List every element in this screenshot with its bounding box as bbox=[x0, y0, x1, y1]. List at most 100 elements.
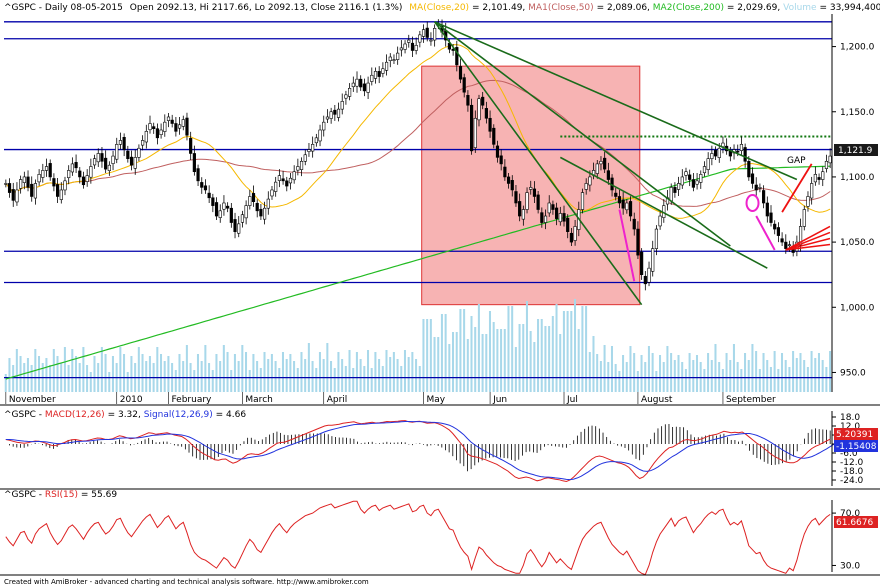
candle-body bbox=[200, 182, 204, 188]
candle-body bbox=[115, 144, 119, 160]
macd-y-tick-label: 18.0 bbox=[840, 413, 860, 423]
volume-bar bbox=[792, 351, 795, 392]
volume-bar bbox=[245, 352, 248, 392]
macd-badge-1-label: 5.20391 bbox=[836, 430, 873, 440]
volume-bar bbox=[378, 359, 381, 392]
volume-bar bbox=[485, 334, 488, 392]
rsi-badge: 61.6676 bbox=[834, 516, 878, 528]
candle-body bbox=[684, 171, 688, 176]
rsi-header-symbol: ^GSPC - bbox=[4, 490, 45, 500]
candle-body bbox=[525, 192, 529, 210]
candle-body bbox=[381, 68, 385, 74]
candle-body bbox=[92, 158, 97, 166]
candle-body bbox=[15, 189, 19, 203]
volume-bar bbox=[555, 304, 558, 392]
candle-body bbox=[48, 163, 52, 178]
candle-body bbox=[192, 153, 196, 173]
candle-body bbox=[81, 176, 86, 186]
volume-bar bbox=[755, 351, 758, 392]
volume-bar bbox=[599, 361, 602, 392]
volume-bar bbox=[355, 352, 358, 392]
candle-body bbox=[174, 123, 178, 132]
trend-line bbox=[559, 156, 768, 269]
header-ma2: MA2(Close,200) bbox=[653, 3, 724, 13]
volume-bar bbox=[707, 353, 710, 392]
candle-body bbox=[44, 166, 49, 171]
candle-body bbox=[4, 183, 8, 185]
x-tick-label: Jul bbox=[566, 395, 578, 405]
candle-body bbox=[185, 117, 189, 136]
volume-bar bbox=[625, 362, 628, 392]
candle-body bbox=[621, 199, 625, 209]
candle-body bbox=[606, 170, 610, 180]
candle-body bbox=[625, 202, 629, 211]
volume-bar bbox=[219, 361, 222, 392]
candle-body bbox=[688, 174, 692, 180]
header-volume: Volume bbox=[783, 3, 817, 13]
volume-bar bbox=[817, 353, 820, 392]
rsi-badge-label: 61.6676 bbox=[836, 518, 873, 528]
volume-bar bbox=[19, 356, 22, 392]
volume-bar bbox=[237, 361, 240, 392]
volume-bar bbox=[703, 369, 706, 392]
magenta-arrow-2 bbox=[755, 215, 776, 251]
volume-bar bbox=[178, 354, 181, 392]
candle-body bbox=[514, 191, 518, 204]
volume-bar bbox=[695, 355, 699, 392]
candle-body bbox=[255, 202, 259, 212]
candle-body bbox=[547, 202, 551, 214]
volume-bar bbox=[204, 345, 207, 392]
volume-bar bbox=[433, 337, 436, 392]
x-tick-label: August bbox=[641, 395, 673, 405]
volume-bar bbox=[481, 334, 484, 392]
candle-body bbox=[126, 150, 130, 159]
candle-body bbox=[536, 194, 540, 210]
candle-body bbox=[632, 218, 636, 230]
candle-body bbox=[211, 197, 215, 206]
candle-body bbox=[773, 223, 777, 230]
volume-bar bbox=[537, 319, 540, 392]
volume-bar bbox=[507, 306, 510, 392]
volume-bar bbox=[270, 354, 273, 392]
candle-body bbox=[806, 196, 810, 207]
volume-bar bbox=[267, 359, 270, 392]
candle-body bbox=[30, 183, 34, 197]
candle-body bbox=[762, 190, 766, 204]
trend-line bbox=[434, 21, 731, 247]
volume-bar bbox=[659, 355, 662, 392]
candle-body bbox=[74, 162, 78, 169]
volume-bar bbox=[385, 350, 388, 392]
volume-bar bbox=[226, 352, 229, 392]
candle-body bbox=[296, 166, 300, 171]
candle-body bbox=[466, 95, 470, 106]
volume-bar bbox=[248, 370, 251, 392]
volume-bar bbox=[810, 351, 813, 392]
volume-bar bbox=[732, 344, 735, 392]
candle-body bbox=[177, 124, 182, 129]
volume-bar bbox=[281, 352, 285, 392]
macd-badge-2: -1.15408 bbox=[834, 440, 878, 452]
volume-bar bbox=[470, 316, 473, 392]
volume-bar bbox=[400, 366, 403, 392]
candle-body bbox=[580, 192, 585, 210]
volume-bar bbox=[585, 306, 588, 392]
candle-body bbox=[769, 212, 773, 223]
candle-body bbox=[529, 187, 533, 190]
candle-body bbox=[503, 166, 507, 178]
volume-bar bbox=[522, 324, 525, 392]
volume-bar bbox=[156, 347, 159, 392]
candle-body bbox=[366, 82, 370, 93]
volume-bar bbox=[185, 345, 188, 392]
candle-body bbox=[388, 56, 392, 61]
candle-body bbox=[270, 189, 274, 197]
volume-bar bbox=[130, 356, 133, 392]
volume-bar bbox=[259, 368, 262, 392]
volume-bar bbox=[714, 344, 717, 392]
volume-bar bbox=[814, 358, 817, 392]
candle-body bbox=[133, 157, 137, 169]
candle-body bbox=[288, 177, 293, 184]
volume-bar bbox=[193, 370, 196, 392]
candle-body bbox=[203, 185, 208, 191]
volume-bar bbox=[322, 359, 325, 392]
